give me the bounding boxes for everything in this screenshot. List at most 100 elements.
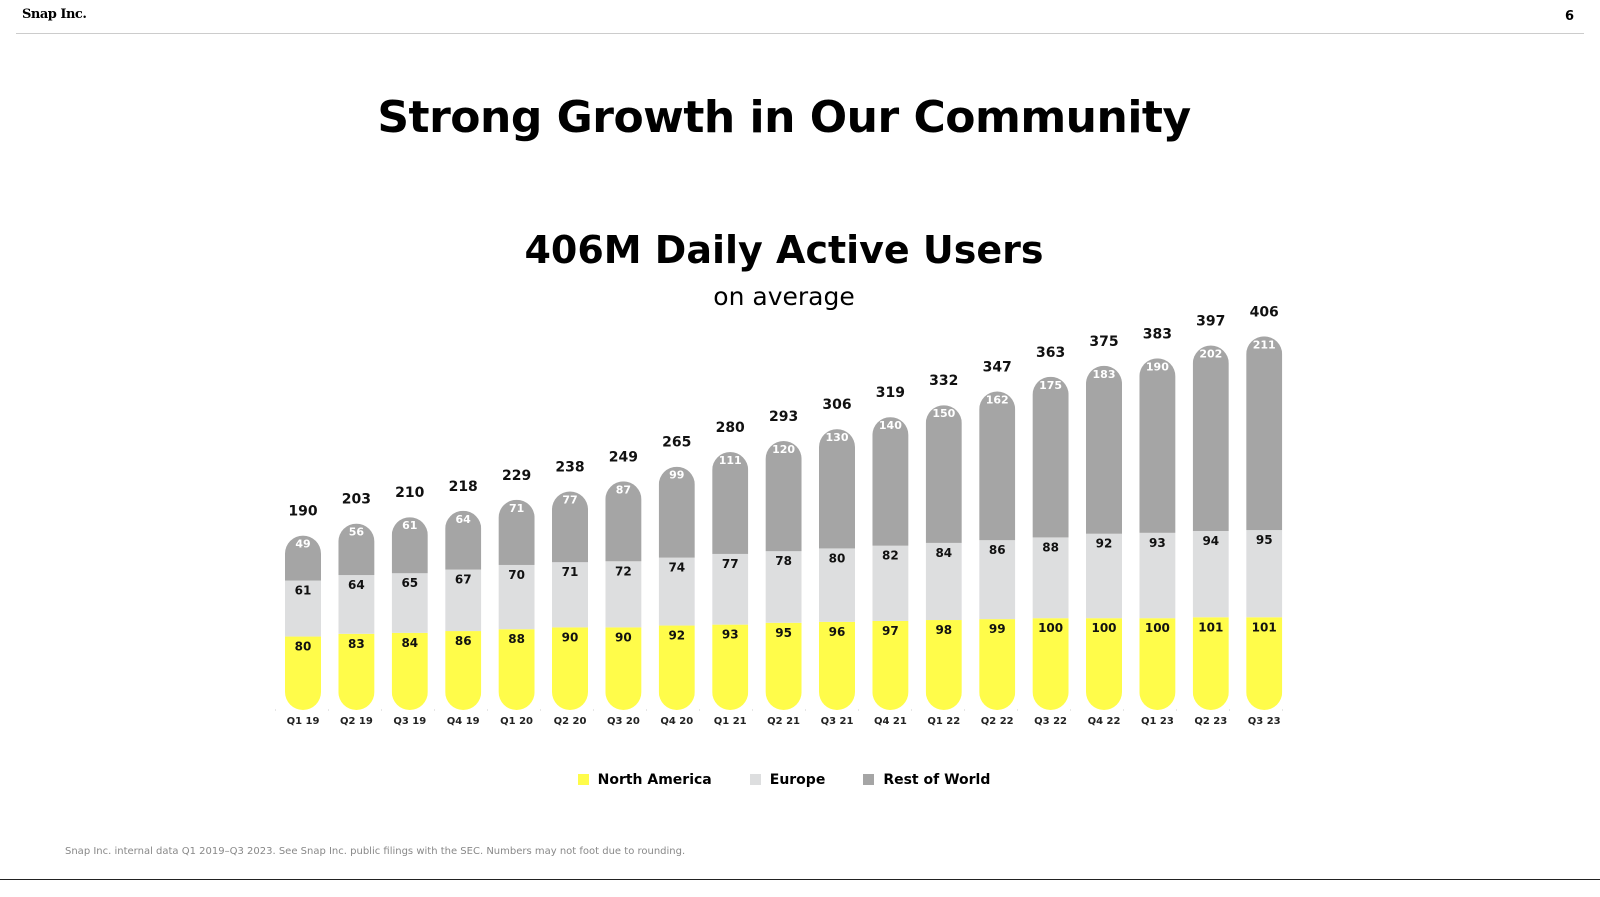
chart-title: 406M Daily Active Users xyxy=(524,228,1044,272)
bar-segment-europe xyxy=(605,561,642,628)
bar-segment-rest-of-world xyxy=(872,417,909,546)
bar-segment-rest-of-world xyxy=(498,499,535,565)
bar-segment-north-america xyxy=(979,619,1016,710)
segment-label: 84 xyxy=(935,546,952,560)
x-tick-label: Q2 21 xyxy=(767,716,800,727)
x-tick-label: Q3 19 xyxy=(393,716,426,727)
bar-segment-europe xyxy=(658,557,695,626)
segment-label: 82 xyxy=(882,549,899,563)
segment-label: 95 xyxy=(1256,533,1273,547)
bar-segment-rest-of-world xyxy=(1246,336,1283,531)
segment-label: 72 xyxy=(615,564,632,578)
bar-segment-europe xyxy=(338,575,375,634)
bar-segment-rest-of-world xyxy=(658,466,695,558)
bar-q4-20: 92 74 99 265 Q4 20 xyxy=(658,435,695,727)
total-label: 406 xyxy=(1250,304,1279,320)
bar-segment-north-america xyxy=(391,632,428,710)
bar-segment-europe xyxy=(1032,537,1069,619)
total-label: 332 xyxy=(929,373,958,389)
bar-segment-rest-of-world xyxy=(979,391,1016,541)
segment-label: 61 xyxy=(402,519,417,532)
bar-segment-europe xyxy=(712,553,749,625)
x-tick-label: Q1 22 xyxy=(927,716,960,727)
bar-q3-19: 84 65 61 210 Q3 19 xyxy=(391,485,428,727)
segment-label: 190 xyxy=(1146,360,1169,373)
segment-label: 202 xyxy=(1199,348,1222,361)
total-label: 293 xyxy=(769,409,798,425)
segment-label: 71 xyxy=(562,565,579,579)
page-number: 6 xyxy=(1564,9,1574,24)
segment-label: 64 xyxy=(348,578,365,592)
bar-segment-europe xyxy=(498,564,535,630)
segment-label: 140 xyxy=(879,419,902,432)
legend-item-rest-of-world: Rest of World xyxy=(863,772,990,788)
segment-label: 111 xyxy=(719,454,742,467)
total-label: 203 xyxy=(342,492,371,508)
segment-label: 100 xyxy=(1091,621,1116,635)
segment-label: 86 xyxy=(455,634,472,648)
segment-label: 97 xyxy=(882,624,899,638)
x-tick-label: Q2 23 xyxy=(1194,716,1227,727)
total-label: 190 xyxy=(288,504,317,520)
total-label: 229 xyxy=(502,468,531,484)
segment-label: 96 xyxy=(829,625,846,639)
segment-label: 83 xyxy=(348,637,365,651)
bar-q2-21: 95 78 120 293 Q2 21 xyxy=(765,409,802,727)
snap-logo: Snap Inc. xyxy=(22,7,87,22)
bar-q4-21: 97 82 140 319 Q4 21 xyxy=(872,385,909,727)
bar-segment-rest-of-world xyxy=(338,523,375,576)
segment-label: 162 xyxy=(986,393,1009,406)
segment-label: 100 xyxy=(1038,621,1063,635)
x-tick-label: Q2 20 xyxy=(554,716,587,727)
bar-segment-north-america xyxy=(338,633,375,710)
segment-label: 84 xyxy=(401,636,418,650)
segment-label: 64 xyxy=(456,513,472,526)
bar-segment-rest-of-world xyxy=(1086,365,1122,534)
segment-label: 99 xyxy=(669,469,684,482)
bar-segment-north-america xyxy=(445,631,482,710)
legend-swatch xyxy=(749,774,761,785)
total-label: 375 xyxy=(1089,334,1118,350)
segment-label: 49 xyxy=(295,538,310,551)
segment-label: 87 xyxy=(616,483,631,496)
segment-label: 61 xyxy=(295,584,312,598)
bar-segment-north-america xyxy=(1032,618,1069,710)
x-tick-label: Q1 20 xyxy=(500,716,533,727)
x-tick-label: Q4 22 xyxy=(1088,716,1121,727)
segment-label: 211 xyxy=(1253,338,1276,351)
total-label: 238 xyxy=(555,460,584,476)
segment-label: 67 xyxy=(455,573,472,587)
bar-segment-north-america xyxy=(552,627,588,710)
x-tick-label: Q3 23 xyxy=(1248,716,1281,727)
segment-label: 183 xyxy=(1093,368,1116,381)
segment-label: 77 xyxy=(722,557,739,571)
total-label: 265 xyxy=(662,435,691,451)
segment-label: 74 xyxy=(668,561,685,575)
bar-segment-north-america xyxy=(285,636,321,710)
segment-label: 92 xyxy=(1096,537,1113,551)
segment-label: 90 xyxy=(615,630,632,644)
total-label: 280 xyxy=(716,420,745,436)
segment-label: 77 xyxy=(562,494,577,507)
bar-q2-19: 83 64 56 203 Q2 19 xyxy=(338,492,375,727)
bar-segment-europe xyxy=(979,540,1016,620)
x-tick-label: Q1 23 xyxy=(1141,716,1174,727)
total-label: 218 xyxy=(449,479,478,495)
segment-label: 80 xyxy=(295,640,312,654)
segment-label: 56 xyxy=(349,526,365,539)
total-label: 249 xyxy=(609,449,638,465)
segment-label: 92 xyxy=(668,629,685,643)
bar-segment-north-america xyxy=(1086,618,1122,710)
bar-segment-europe xyxy=(925,542,962,621)
x-tick-label: Q4 19 xyxy=(447,716,480,727)
segment-label: 101 xyxy=(1198,620,1223,634)
x-tick-label: Q3 22 xyxy=(1034,716,1067,727)
segment-label: 88 xyxy=(1042,540,1059,554)
bar-q1-20: 88 70 71 229 Q1 20 xyxy=(498,468,535,727)
total-label: 397 xyxy=(1196,314,1225,330)
bar-segment-north-america xyxy=(872,620,909,710)
bar-segment-europe xyxy=(1086,533,1122,619)
x-tick-label: Q4 20 xyxy=(660,716,693,727)
bar-q2-20: 90 71 77 238 Q2 20 xyxy=(552,460,588,727)
